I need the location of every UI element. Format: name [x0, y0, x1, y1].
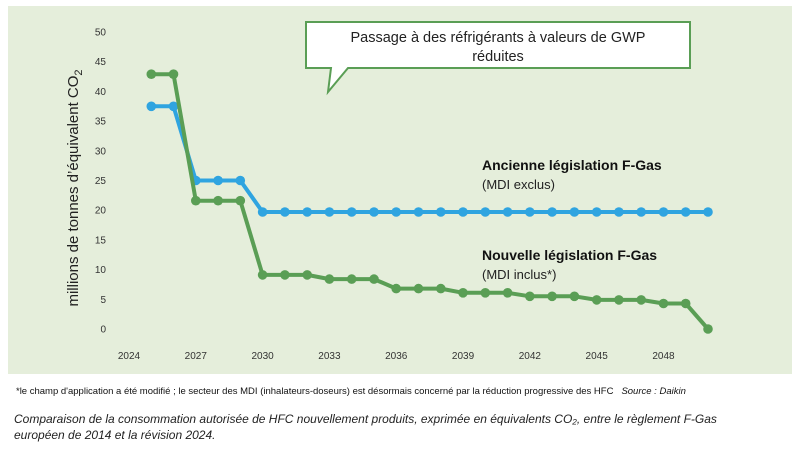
data-point-new	[391, 283, 402, 294]
data-point-old	[213, 175, 223, 186]
data-point-old	[346, 207, 357, 217]
data-point-new	[436, 283, 446, 294]
data-point-old	[391, 207, 402, 217]
chart-panel: 0 5 10 15 20 25 30 35 40 45 50 2024 2027 2030 2033 203…	[8, 6, 792, 374]
data-point-new	[591, 295, 602, 305]
data-point-new	[413, 283, 424, 294]
y-tick-label: 40	[95, 87, 107, 98]
data-point-old	[591, 207, 602, 217]
data-point-old	[235, 175, 246, 186]
x-tick-label: 2027	[185, 351, 208, 362]
data-point-new	[480, 288, 491, 298]
x-axis-ticks: 2024 2027 2030 2033 2036 2039 2042 2045 2048	[118, 351, 675, 362]
data-point-old	[614, 207, 624, 217]
x-tick-label: 2045	[586, 351, 609, 362]
y-axis-label: millions de tonnes d’équivalent CO2	[65, 69, 85, 306]
data-point-new	[502, 288, 513, 298]
data-point-new	[569, 291, 580, 302]
y-tick-label: 15	[95, 235, 107, 246]
data-point-old	[525, 207, 535, 217]
data-point-old	[413, 207, 424, 217]
y-tick-label: 25	[95, 176, 107, 187]
data-point-new	[636, 295, 646, 305]
data-point-old	[458, 207, 468, 217]
series-layer	[146, 69, 713, 334]
data-point-old	[146, 101, 157, 112]
source-credit: Source : Daikin	[621, 386, 686, 397]
data-point-old	[369, 207, 379, 217]
data-point-old	[280, 207, 290, 217]
hfc-consumption-chart: 0 5 10 15 20 25 30 35 40 45 50 2024 2027 2030 2033 203…	[65, 21, 713, 362]
footnote: *le champ d'application a été modifié ; …	[16, 386, 796, 397]
data-point-new	[458, 288, 468, 298]
data-point-new	[525, 291, 535, 302]
data-point-new	[146, 69, 157, 79]
data-point-old	[436, 207, 446, 217]
y-tick-label: 45	[95, 57, 107, 68]
data-point-new	[369, 274, 379, 284]
data-point-new	[614, 295, 624, 305]
x-tick-label: 2030	[251, 351, 274, 362]
series-label-new: Nouvelle législation F-Gas	[482, 247, 657, 263]
caption-line-2: européen de 2014 et la révision 2024.	[14, 428, 216, 442]
series-sublabel-new: (MDI inclus*)	[482, 267, 556, 282]
data-point-new	[213, 195, 223, 206]
x-tick-label: 2042	[519, 351, 542, 362]
series-label-old: Ancienne législation F-Gas	[482, 157, 662, 173]
data-point-new	[191, 195, 201, 206]
series-new	[146, 69, 713, 334]
data-point-new	[257, 270, 268, 280]
data-point-new	[346, 274, 357, 284]
data-point-old	[168, 101, 179, 112]
x-tick-label: 2048	[652, 351, 675, 362]
data-point-old	[680, 207, 691, 217]
data-point-old	[302, 207, 313, 217]
data-point-old	[658, 207, 669, 217]
footnote-text: *le champ d'application a été modifié ; …	[16, 386, 614, 397]
data-point-new	[168, 69, 179, 79]
y-tick-label: 35	[95, 117, 107, 128]
x-tick-label: 2033	[318, 351, 341, 362]
data-point-new	[703, 324, 713, 334]
series-sublabel-old: (MDI exclus)	[482, 177, 555, 192]
y-tick-label: 30	[95, 146, 107, 157]
y-tick-label: 10	[95, 265, 107, 276]
x-tick-label: 2024	[118, 351, 141, 362]
data-point-old	[502, 207, 513, 217]
y-tick-label: 5	[100, 295, 106, 306]
data-point-old	[480, 207, 491, 217]
x-tick-label: 2036	[385, 351, 408, 362]
data-point-new	[547, 291, 557, 302]
annotation-line-2: réduites	[472, 49, 524, 65]
data-point-new	[235, 195, 246, 206]
y-tick-label: 50	[95, 28, 107, 39]
figure-caption: Comparaison de la consommation autorisée…	[14, 411, 794, 443]
series-line-new	[149, 72, 710, 331]
data-point-new	[302, 270, 313, 280]
data-point-new	[324, 274, 335, 284]
x-tick-label: 2039	[452, 351, 475, 362]
data-point-new	[280, 270, 290, 280]
y-tick-label: 20	[95, 206, 107, 217]
data-point-old	[703, 207, 713, 217]
data-point-old	[547, 207, 557, 217]
y-tick-label: 0	[100, 325, 106, 336]
annotation-callout-box	[305, 21, 691, 96]
caption-line-1: Comparaison de la consommation autorisée…	[14, 412, 717, 426]
series-old	[146, 101, 713, 217]
data-point-old	[569, 207, 580, 217]
data-point-old	[636, 207, 646, 217]
data-point-old	[257, 207, 268, 217]
data-point-new	[680, 298, 691, 309]
data-point-old	[324, 207, 335, 217]
data-point-new	[658, 298, 669, 309]
annotation-line-1: Passage à des réfrigérants à valeurs de …	[351, 30, 646, 46]
y-axis-ticks: 0 5 10 15 20 25 30 35 40 45 50	[95, 28, 107, 336]
